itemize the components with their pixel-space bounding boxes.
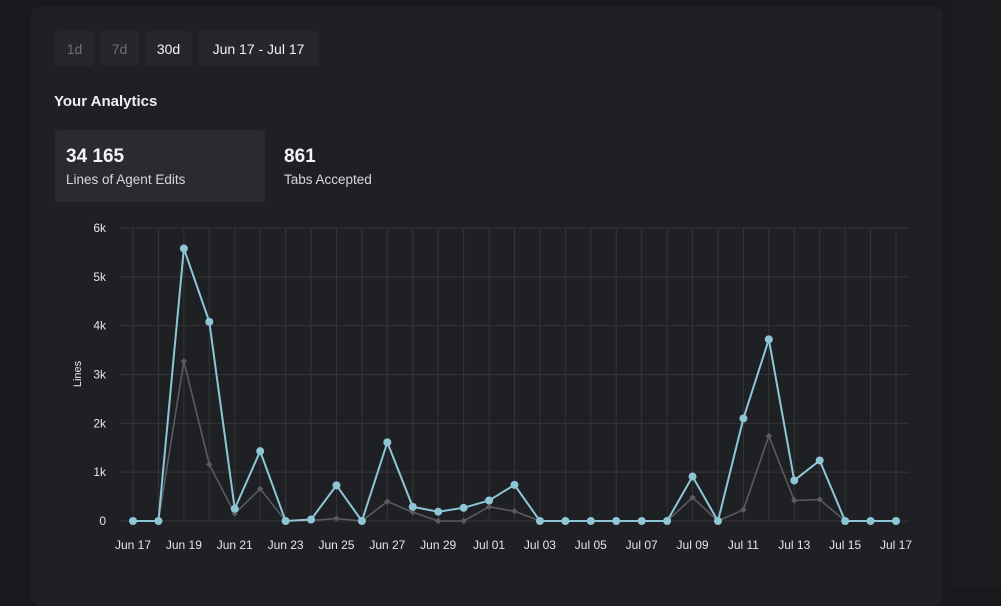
data-point-secondary — [689, 494, 696, 501]
data-point-secondary — [180, 358, 188, 365]
x-tick-label: Jul 15 — [829, 538, 861, 552]
range-30d-button[interactable]: 30d — [145, 31, 192, 66]
data-point-secondary — [765, 432, 773, 440]
date-range-selector: 1d 7d 30d Jun 17 - Jul 17 — [55, 31, 319, 66]
data-point-secondary — [409, 509, 416, 516]
data-point-primary — [561, 517, 570, 525]
x-tick-label: Jul 13 — [778, 538, 810, 552]
y-tick-label: 0 — [99, 514, 106, 528]
data-point-primary — [307, 515, 316, 524]
section-title: Your Analytics — [54, 93, 158, 110]
x-tick-label: Jul 07 — [626, 538, 658, 552]
stat-value: 34 165 — [66, 146, 125, 167]
y-tick-label: 3k — [93, 368, 107, 382]
x-tick-label: Jun 25 — [318, 538, 354, 552]
data-point-primary — [713, 517, 722, 525]
x-tick-label: Jun 19 — [166, 538, 202, 552]
data-point-secondary — [460, 517, 467, 525]
data-point-secondary — [435, 517, 442, 525]
data-point-primary — [129, 517, 137, 525]
x-tick-label: Jun 21 — [217, 538, 253, 552]
data-point-primary — [535, 517, 544, 525]
data-point-secondary — [791, 497, 798, 504]
data-point-secondary — [740, 506, 747, 513]
y-tick-label: 5k — [93, 270, 107, 284]
data-point-primary — [739, 414, 748, 423]
data-point-primary — [892, 517, 900, 525]
data-point-primary — [841, 517, 850, 525]
data-point-primary — [510, 480, 519, 489]
data-point-primary — [281, 517, 290, 525]
x-tick-label: Jun 17 — [115, 538, 151, 552]
data-point-primary — [179, 244, 188, 253]
data-point-primary — [790, 476, 799, 485]
stat-label: Tabs Accepted — [284, 172, 372, 187]
data-point-primary — [459, 503, 468, 512]
data-point-primary — [205, 317, 214, 326]
y-axis-label: Lines — [72, 360, 84, 387]
x-tick-label: Jul 03 — [524, 538, 556, 552]
line-chart: 0 1k 2k 3k 4k 5k 6k Jun 17 Jun 19 Jun 21 Jun 23 Jun… — [72, 221, 912, 552]
stat-label: Lines of Agent Edits — [66, 172, 186, 187]
data-point-secondary — [206, 461, 213, 468]
data-point-primary — [485, 496, 494, 505]
x-tick-label: Jul 17 — [880, 538, 912, 552]
data-point-primary — [230, 504, 239, 513]
data-point-primary — [256, 447, 265, 456]
data-point-secondary — [333, 515, 340, 522]
data-point-secondary — [511, 508, 518, 515]
x-tick-label: Jun 23 — [268, 538, 304, 552]
data-point-primary — [154, 517, 163, 525]
x-tick-label: Jun 27 — [369, 538, 405, 552]
range-1d-button[interactable]: 1d — [55, 31, 94, 66]
right-background-strip — [952, 0, 1001, 586]
range-7d-button[interactable]: 7d — [100, 31, 139, 66]
data-point-secondary — [485, 503, 493, 511]
data-point-primary — [815, 456, 824, 465]
data-point-primary — [434, 507, 443, 516]
data-point-primary — [383, 438, 392, 447]
data-point-secondary — [816, 496, 823, 503]
data-point-primary — [688, 472, 697, 481]
data-point-primary — [332, 481, 341, 490]
data-point-secondary — [256, 485, 264, 492]
analytics-panel: 1d 7d 30d Jun 17 - Jul 17 Your Analytics… — [31, 6, 943, 606]
x-tick-label: Jul 11 — [728, 538, 759, 552]
x-tick-label: Jul 09 — [677, 538, 709, 552]
y-tick-label: 1k — [93, 465, 107, 479]
y-tick-label: 4k — [93, 319, 107, 333]
data-point-primary — [357, 517, 366, 525]
data-point-primary — [408, 502, 417, 511]
y-tick-label: 6k — [93, 221, 107, 235]
data-point-primary — [612, 517, 621, 525]
y-tick-label: 2k — [93, 416, 107, 430]
data-point-primary — [764, 335, 773, 344]
x-tick-label: Jul 01 — [473, 538, 505, 552]
x-tick-label: Jul 05 — [575, 538, 607, 552]
stat-card-tabs-accepted[interactable]: 861 Tabs Accepted — [273, 130, 473, 202]
date-range-picker-button[interactable]: Jun 17 - Jul 17 — [198, 31, 319, 66]
data-point-secondary — [384, 498, 391, 505]
data-point-primary — [586, 517, 595, 525]
stat-value: 861 — [284, 146, 316, 167]
data-point-primary — [663, 517, 672, 525]
x-tick-label: Jun 29 — [420, 538, 456, 552]
data-point-primary — [866, 517, 875, 525]
stat-card-agent-edits[interactable]: 34 165 Lines of Agent Edits — [55, 130, 265, 202]
data-point-primary — [637, 517, 646, 525]
